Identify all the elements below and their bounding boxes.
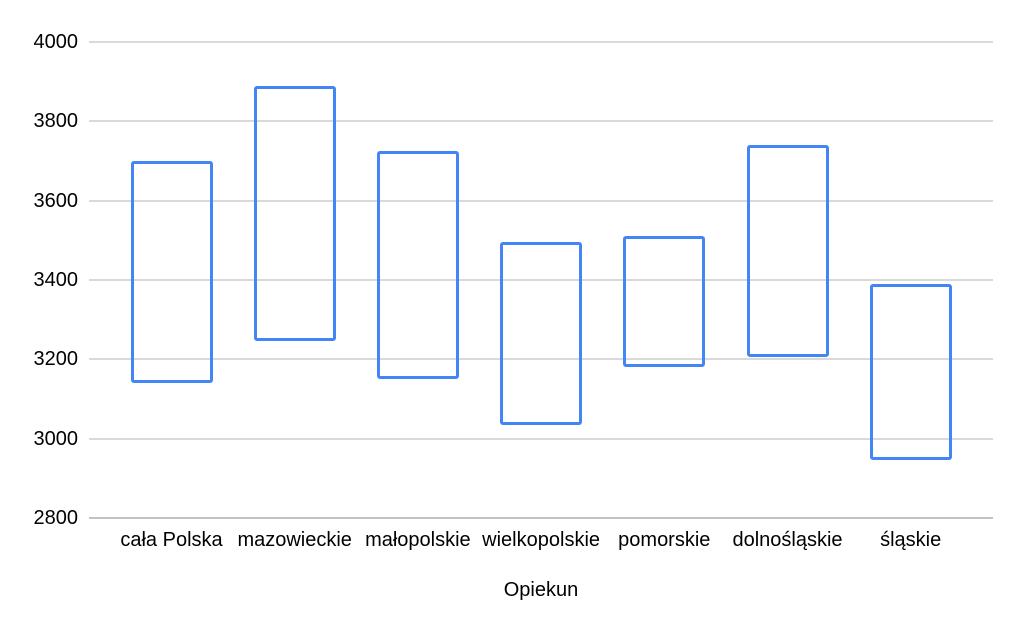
gridline: [89, 437, 993, 440]
range-bar: [253, 85, 336, 342]
y-axis-tick-label: 3400: [33, 269, 79, 291]
y-axis-tick-label: 2800: [33, 507, 79, 529]
x-axis-tick-label: pomorskie: [618, 529, 711, 551]
x-axis-tick-label: śląskie: [880, 529, 942, 551]
x-axis-tick-label: dolnośląskie: [732, 529, 843, 551]
gridline: [89, 120, 993, 123]
range-bar: [376, 151, 459, 380]
gridline: [89, 358, 993, 361]
x-axis-title: Opiekun: [503, 579, 579, 601]
gridline: [89, 199, 993, 202]
x-axis-tick-label: mazowieckie: [237, 529, 352, 551]
range-bar: [500, 242, 583, 425]
y-axis-tick-label: 3800: [33, 110, 79, 133]
x-axis-line: [89, 517, 993, 519]
gridline: [89, 279, 993, 281]
y-axis-tick-label: 3200: [33, 348, 79, 371]
x-axis-tick-label: wielkopolskie: [482, 529, 601, 551]
gridline: [89, 41, 993, 43]
range-bar: [130, 161, 213, 384]
range-bar: [746, 145, 829, 358]
x-axis-tick-label: cała Polska: [120, 529, 223, 551]
range-bar: [869, 283, 952, 461]
plot-area: [89, 41, 993, 519]
y-axis-tick-label: 3000: [33, 427, 79, 450]
y-axis-tick-label: 3600: [33, 189, 79, 212]
x-axis-tick-label: małopolskie: [365, 529, 471, 551]
range-bar: [623, 236, 706, 368]
y-axis-tick-label: 4000: [33, 31, 79, 53]
